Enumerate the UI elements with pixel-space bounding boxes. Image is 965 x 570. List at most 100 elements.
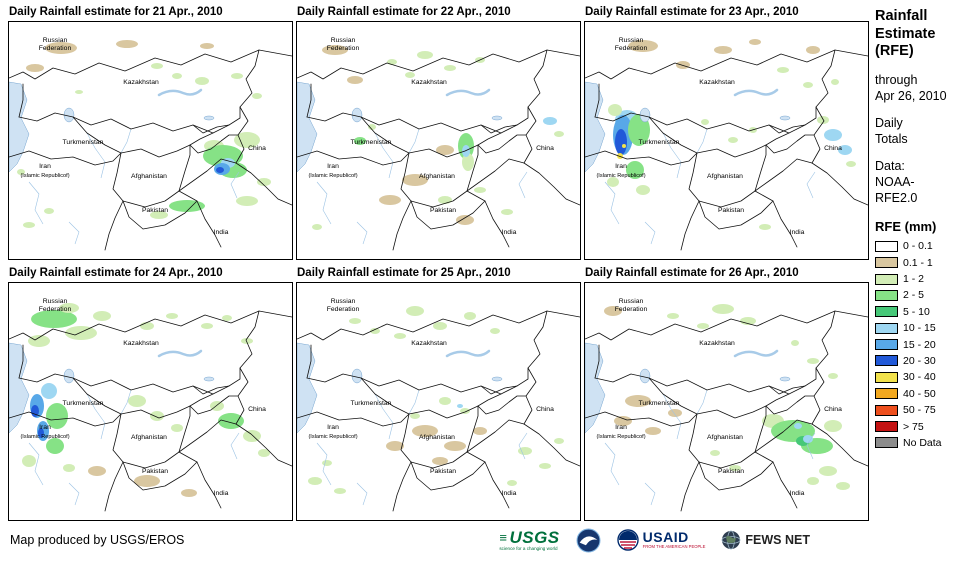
- label-india: India: [790, 490, 805, 497]
- rain-blob: [701, 119, 709, 125]
- rain-blob: [710, 450, 720, 456]
- rain-blob: [140, 322, 154, 330]
- label-russia-line1: Russian: [43, 298, 68, 305]
- rain-blob: [617, 153, 623, 159]
- rain-blob: [697, 323, 709, 329]
- label-iran-line1: Iran: [327, 424, 339, 431]
- totals-line2: Totals: [875, 132, 908, 147]
- label-afghanistan: Afghanistan: [131, 434, 167, 441]
- rain-blob: [45, 42, 77, 54]
- rain-blob: [405, 72, 415, 78]
- rain-blob: [824, 420, 842, 432]
- label-russia-line2: Federation: [327, 306, 360, 313]
- rain-blob: [759, 224, 771, 230]
- label-afghanistan: Afghanistan: [707, 173, 743, 180]
- rain-blob: [63, 464, 75, 472]
- rain-blob: [456, 215, 474, 225]
- label-pakistan: Pakistan: [430, 207, 456, 214]
- rain-blob: [200, 43, 214, 49]
- label-russia-line1: Russian: [331, 298, 356, 305]
- label-iran-line2: (Islamic Republicof): [308, 173, 357, 179]
- rain-blob: [116, 40, 138, 48]
- panel-title: Daily Rainfall estimate for 25 Apr., 201…: [297, 267, 511, 279]
- sidebar-title-line1: Rainfall: [875, 8, 928, 24]
- label-india: India: [214, 490, 229, 497]
- usgs-name: USGS: [509, 527, 560, 547]
- rain-blob: [379, 195, 401, 205]
- rain-blob: [354, 137, 366, 145]
- label-afghanistan: Afghanistan: [131, 173, 167, 180]
- usaid-wordmark: USAID FROM THE AMERICAN PEOPLE: [643, 530, 706, 549]
- rain-blob: [819, 466, 837, 476]
- label-iran-line2: (Islamic Republicof): [596, 434, 645, 440]
- legend-item: 30 - 40: [875, 369, 963, 385]
- rain-blob: [128, 395, 146, 407]
- rain-blob: [308, 477, 322, 485]
- source-line1: Data:: [875, 159, 905, 174]
- rain-blob: [807, 477, 819, 485]
- legend-label: 10 - 15: [903, 322, 936, 335]
- sidebar-title: Rainfall Estimate (RFE): [875, 8, 963, 61]
- label-kazakhstan: Kazakhstan: [699, 340, 735, 347]
- label-turkmenistan: Turkmenistan: [639, 400, 680, 407]
- maps-grid: Daily Rainfall estimate for 21 Apr., 201…: [8, 4, 869, 521]
- rain-blob: [608, 104, 622, 116]
- rain-blob: [464, 312, 476, 320]
- country-labels: Russian Federation Kazakhstan Turkmenist…: [596, 298, 842, 497]
- legend-swatch: [875, 421, 898, 433]
- label-pakistan: Pakistan: [430, 468, 456, 475]
- label-turkmenistan: Turkmenistan: [351, 400, 392, 407]
- rain-blob: [216, 167, 224, 173]
- rain-blob: [667, 313, 679, 319]
- rainfall-map: Russian Federation Kazakhstan Turkmenist…: [8, 21, 293, 260]
- rain-blob: [436, 145, 454, 155]
- rain-blob: [554, 438, 564, 444]
- label-pakistan: Pakistan: [142, 207, 168, 214]
- rainfall-map: Russian Federation Kazakhstan Turkmenist…: [8, 282, 293, 521]
- rain-blob: [712, 304, 734, 314]
- rain-blob: [93, 311, 111, 321]
- rain-blob: [831, 79, 839, 85]
- maps-area: Daily Rainfall estimate for 21 Apr., 201…: [8, 4, 869, 553]
- logo-strip: ≡ USGS science for a changing world: [499, 528, 810, 553]
- rain-blob: [625, 395, 651, 407]
- rain-blob: [490, 328, 500, 334]
- legend: 0 - 0.1 0.1 - 1 1 - 2 2 - 5 5 - 10 10 - 15 15 …: [875, 238, 963, 451]
- rain-blob: [150, 411, 164, 421]
- rain-blob: [312, 224, 322, 230]
- rain-blob: [46, 403, 68, 429]
- rain-blob: [17, 169, 25, 175]
- label-china: China: [248, 145, 266, 152]
- legend-swatch: [875, 371, 898, 383]
- rain-blob: [59, 303, 79, 313]
- label-russia-line2: Federation: [327, 45, 360, 52]
- label-india: India: [214, 229, 229, 236]
- rain-blob: [444, 441, 466, 451]
- rain-blob: [241, 338, 253, 344]
- rain-blob: [41, 383, 57, 399]
- rain-blob: [714, 46, 732, 54]
- rain-blob: [347, 76, 363, 84]
- rain-layer: [312, 45, 564, 230]
- rain-blob: [402, 174, 428, 186]
- rain-blob: [410, 413, 420, 419]
- legend-item: No Data: [875, 435, 963, 451]
- rain-blob: [65, 326, 97, 340]
- rain-blob: [412, 425, 438, 437]
- panel-title: Daily Rainfall estimate for 22 Apr., 201…: [297, 6, 511, 18]
- rain-blob: [501, 209, 513, 215]
- usgs-bars-icon: ≡: [499, 529, 508, 545]
- rain-blob: [322, 45, 348, 55]
- rain-blob: [518, 447, 532, 455]
- label-afghanistan: Afghanistan: [707, 434, 743, 441]
- label-iran-line1: Iran: [615, 424, 627, 431]
- rain-blob: [803, 82, 813, 88]
- label-iran-line1: Iran: [615, 163, 627, 170]
- usaid-name: USAID: [642, 529, 689, 546]
- label-pakistan: Pakistan: [718, 207, 744, 214]
- rain-blob: [433, 322, 447, 330]
- rain-blob: [370, 328, 380, 334]
- usaid-logo: USAID FROM THE AMERICAN PEOPLE: [616, 529, 706, 551]
- panel-title: Daily Rainfall estimate for 21 Apr., 201…: [9, 6, 223, 18]
- rain-blob: [794, 423, 802, 429]
